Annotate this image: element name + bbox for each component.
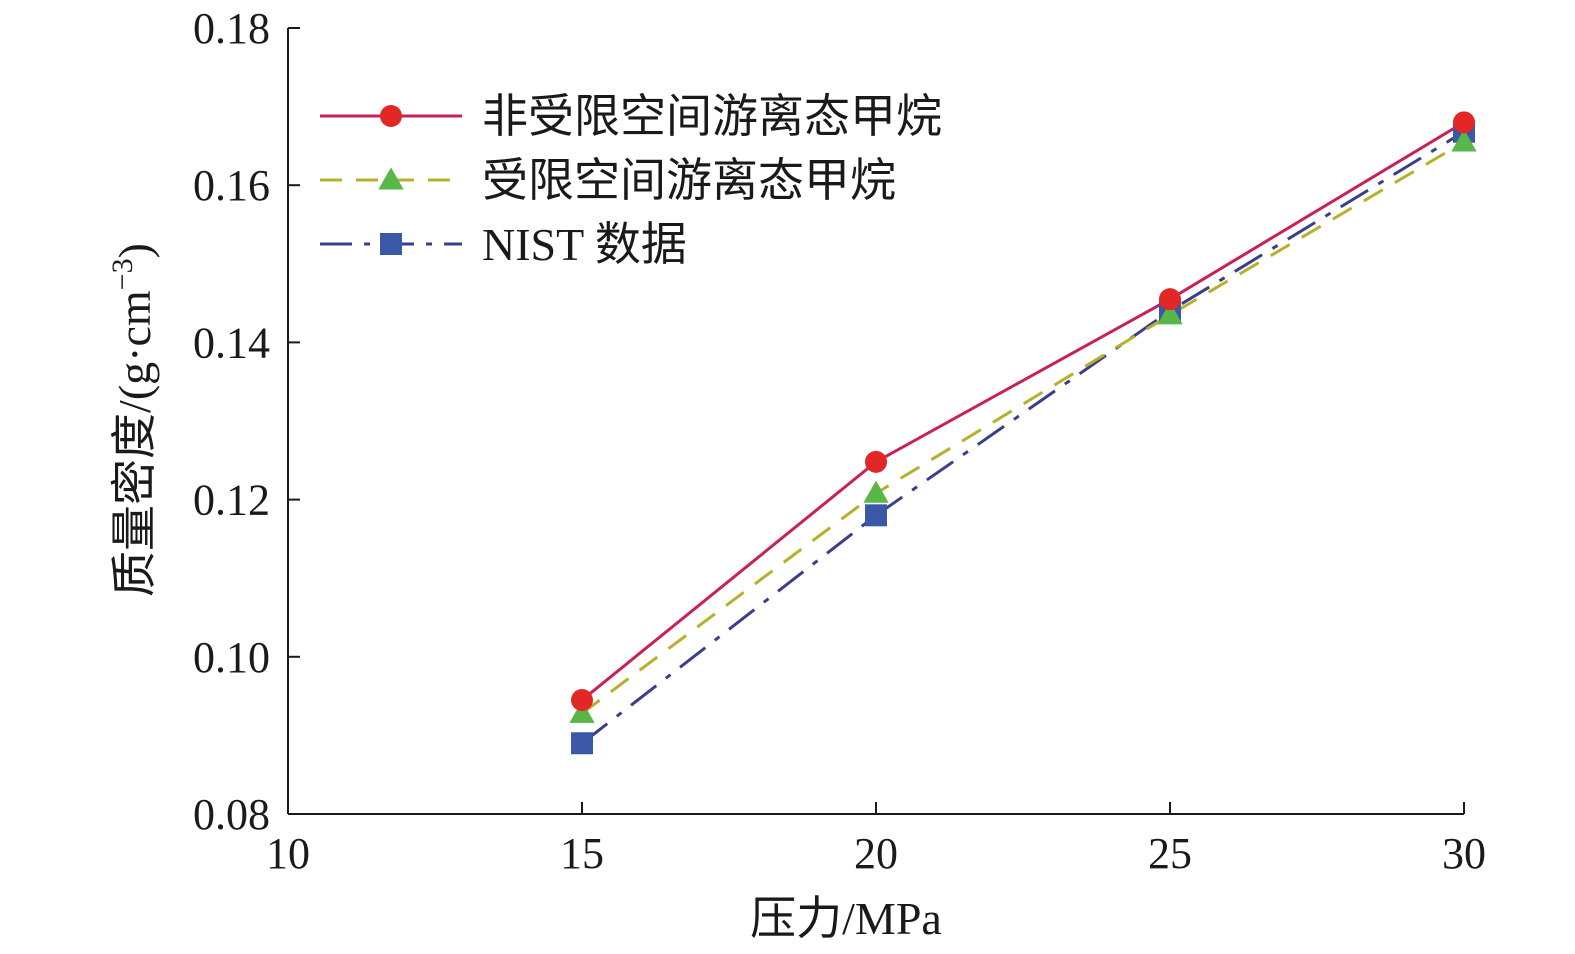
- series-line: [581, 140, 1465, 715]
- series-0: [581, 121, 1465, 702]
- y-axis-title: 质量密度/(g·cm−3): [106, 243, 160, 597]
- x-axis-title: 压力/MPa: [750, 893, 942, 944]
- y-tick-label: 0.16: [193, 161, 270, 210]
- y-axis-title-close: ): [109, 243, 160, 258]
- legend-label: 非受限空间游离态甲烷: [482, 91, 942, 142]
- series-1: [581, 140, 1465, 715]
- legend-marker: [380, 233, 402, 255]
- data-point: [1453, 111, 1475, 134]
- data-point: [1159, 288, 1181, 311]
- series-1-markers: [569, 129, 1477, 723]
- y-axis-title-superscript: −3: [106, 258, 139, 290]
- series-2: [581, 130, 1465, 745]
- axes: [287, 28, 1464, 815]
- y-tick-label: 0.10: [193, 633, 270, 682]
- x-tick-label: 20: [854, 829, 898, 878]
- data-point: [865, 504, 887, 527]
- x-tick-label: 10: [266, 829, 310, 878]
- series-line: [581, 121, 1465, 702]
- legend-entry: 受限空间游离态甲烷: [320, 155, 896, 206]
- series: [569, 111, 1477, 755]
- legend-label: 受限空间游离态甲烷: [482, 155, 896, 206]
- y-tick-label: 0.08: [193, 790, 270, 839]
- data-point: [569, 700, 595, 723]
- legend-marker: [378, 167, 404, 190]
- data-point: [863, 480, 889, 503]
- x-tick-label: 30: [1442, 829, 1486, 878]
- legend-entry: 非受限空间游离态甲烷: [320, 91, 942, 142]
- x-tick-label: 15: [560, 829, 604, 878]
- data-point: [865, 450, 887, 473]
- data-point: [571, 689, 593, 712]
- y-tick-label: 0.14: [193, 318, 270, 367]
- series-0-markers: [571, 111, 1475, 712]
- legend-marker: [380, 105, 402, 127]
- data-point: [1451, 129, 1477, 152]
- data-point: [571, 732, 593, 755]
- y-tick-label: 0.18: [193, 4, 270, 53]
- y-axis-title-main: 质量密度/(g·cm: [109, 290, 160, 597]
- y-tick-label: 0.12: [193, 476, 270, 525]
- series-line: [581, 130, 1465, 745]
- ticks: 0.08 0.10 0.12 0.14 0.16 0.18 10 15 20 25 30: [193, 4, 1486, 878]
- x-tick-label: 25: [1148, 829, 1192, 878]
- legend-label: NIST 数据: [482, 219, 687, 270]
- data-point: [1157, 302, 1183, 325]
- legend-entry: NIST 数据: [320, 219, 687, 270]
